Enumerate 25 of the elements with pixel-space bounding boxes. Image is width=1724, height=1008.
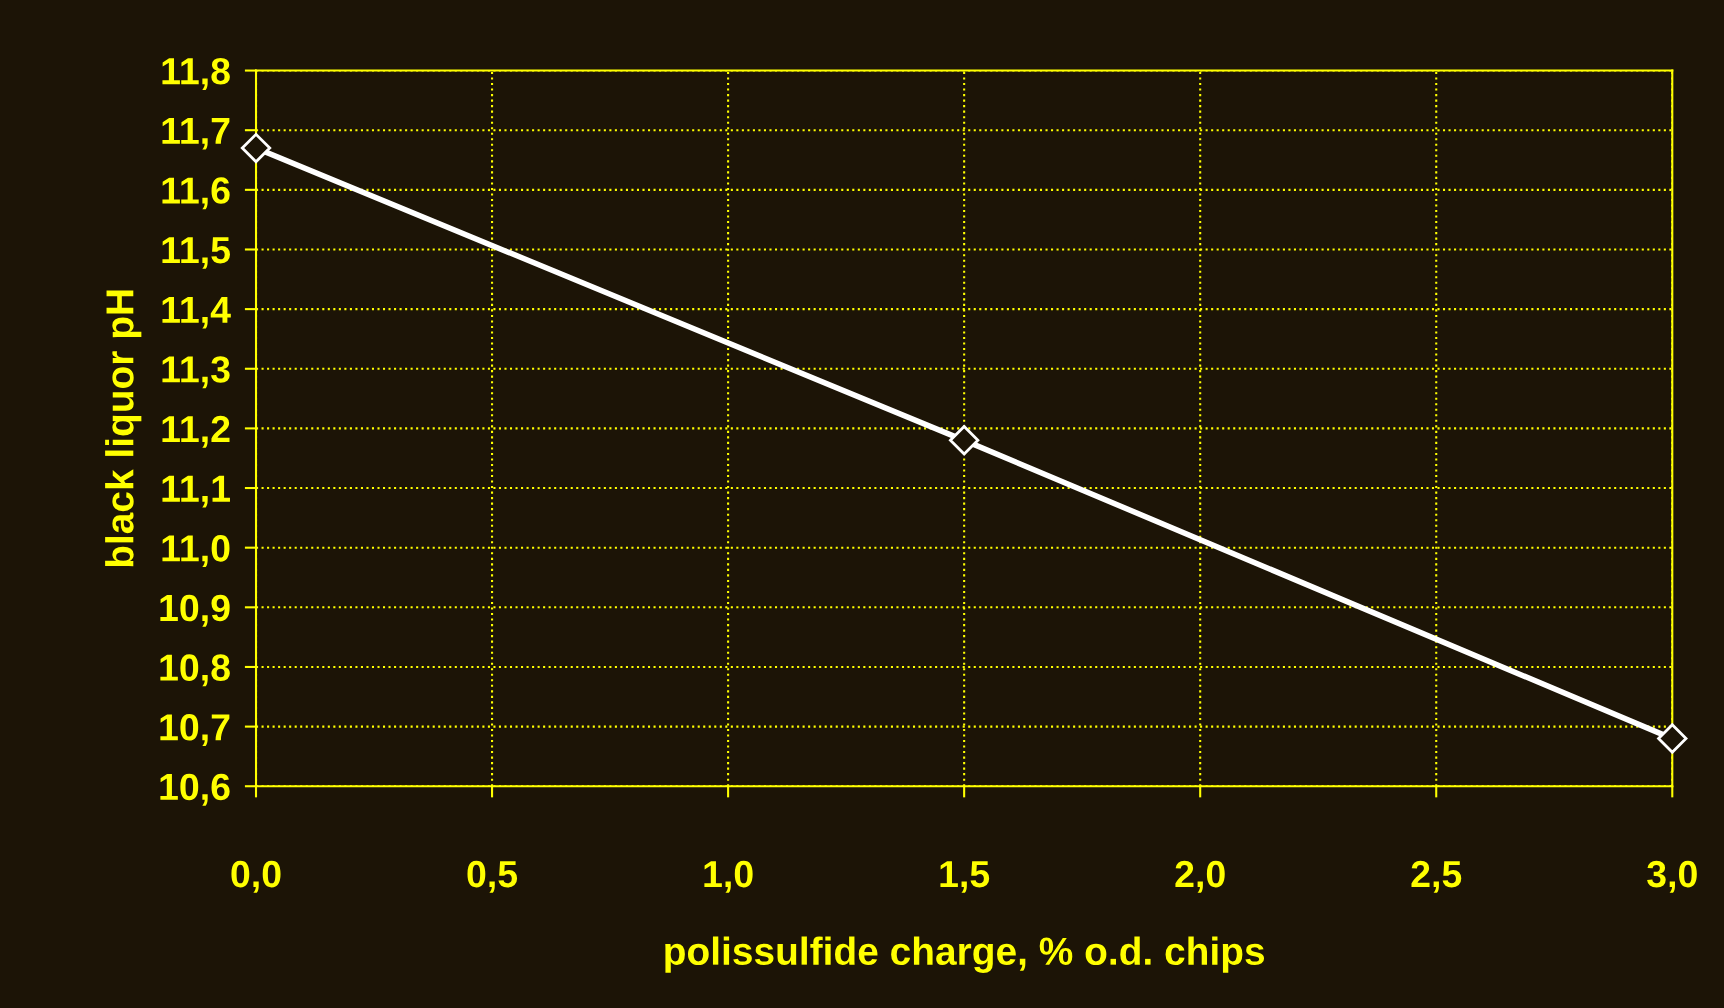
point	[240, 132, 272, 164]
point	[1657, 723, 1688, 754]
y-tick-label: 11,5	[162, 237, 230, 269]
y-axis-title: black liquor pH	[105, 290, 142, 567]
x-axis-title: polissulfide charge, % o.d. chips	[665, 936, 1265, 973]
x-tick-label: 2,5	[1411, 860, 1462, 893]
x-tick-label: 3,0	[1647, 860, 1697, 893]
y-tick-label: 11,7	[162, 117, 230, 150]
y-tick-label: 11,2	[162, 415, 230, 448]
y-tick-label: 11,4	[162, 296, 231, 329]
y-tick-label: 11,0	[162, 535, 230, 568]
x-tick-label: 1,0	[704, 860, 753, 893]
y-tick-label: 10,9	[160, 594, 230, 627]
x-tick-label: 0,5	[467, 860, 518, 893]
y-tick-label: 11,1	[162, 475, 230, 508]
x-tick-label: 0,0	[231, 860, 281, 893]
y-tick-label: 11,3	[162, 356, 230, 389]
y-tick-label: 11,6	[162, 177, 230, 210]
y-tick-label: 11,8	[162, 57, 230, 90]
y-tick-label: 10,7	[160, 714, 230, 746]
x-tick-label: 1,5	[940, 861, 990, 893]
y-tick-label: 10,6	[160, 773, 230, 806]
x-tick-label: 2,0	[1175, 860, 1225, 893]
point	[949, 425, 980, 456]
y-tick-label: 10,8	[160, 654, 230, 687]
